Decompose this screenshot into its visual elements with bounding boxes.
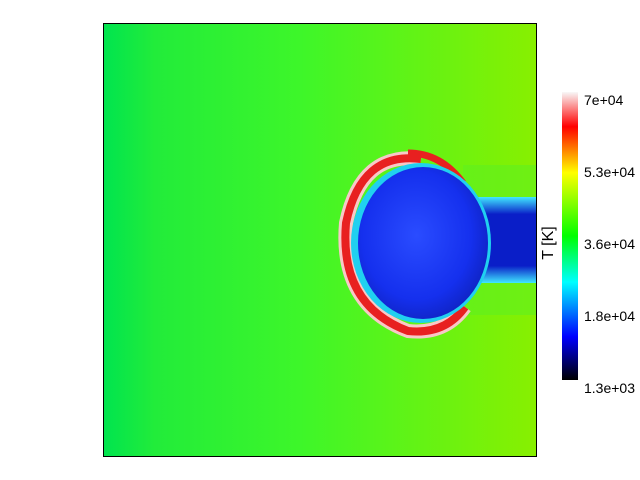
plot-frame [103, 23, 537, 457]
colorbar [562, 92, 578, 380]
temperature-map [103, 23, 537, 457]
temperature-field-plot [103, 23, 537, 457]
colorbar-label: T [K] [540, 226, 557, 260]
colorbar-tick-4: 1.8e+04 [584, 308, 635, 324]
bubble-core [358, 167, 488, 319]
colorbar-tick-max: 7e+04 [584, 92, 624, 108]
colorbar-tick-2: 5.3e+04 [584, 164, 635, 180]
colorbar-tick-min: 1.3e+03 [584, 380, 635, 396]
colorbar-tick-3: 3.6e+04 [584, 236, 635, 252]
shock-shell [341, 154, 469, 336]
colorbar-gradient [562, 92, 578, 380]
